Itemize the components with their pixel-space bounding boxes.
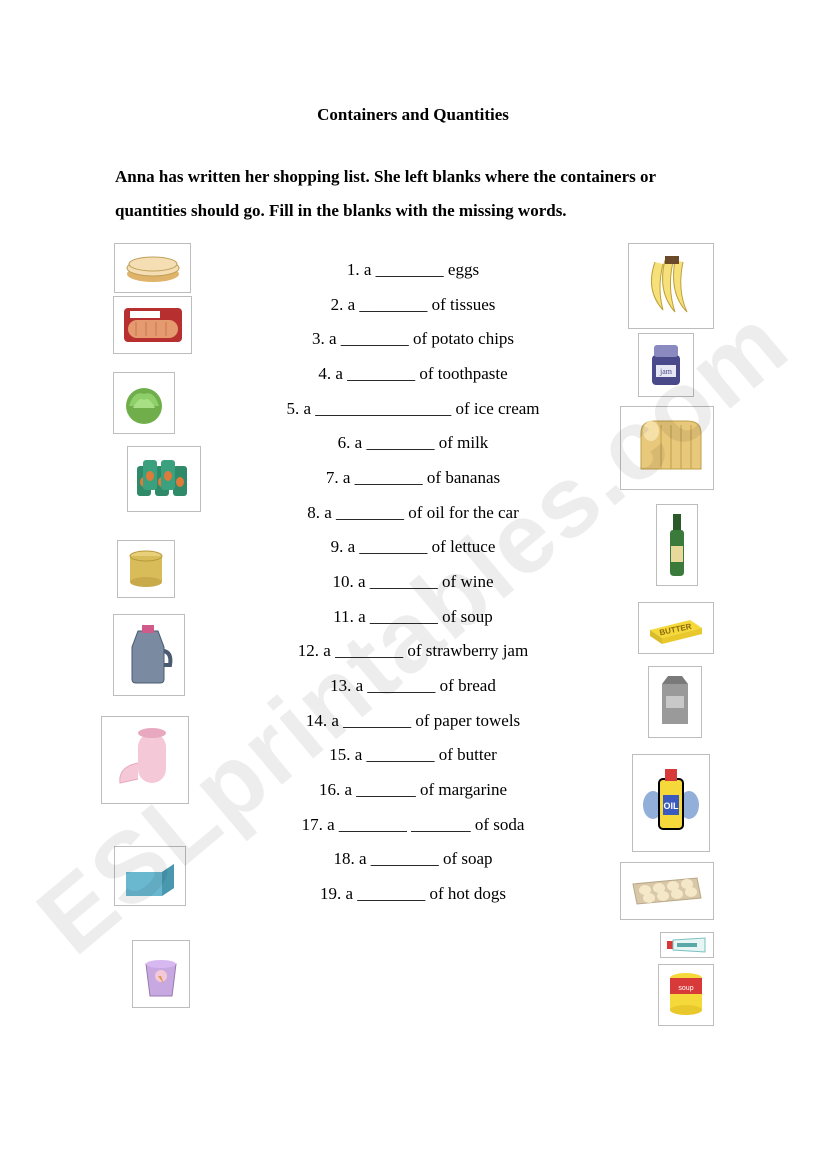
flour-bag-icon — [648, 666, 702, 738]
bread-loaf-icon — [620, 406, 714, 490]
paper-towel-roll-icon — [101, 716, 189, 804]
svg-text:jam: jam — [659, 367, 673, 376]
wine-bottle-icon — [656, 504, 698, 586]
soup-can-icon: soup — [658, 964, 714, 1026]
svg-text:soup: soup — [678, 985, 693, 992]
worksheet-page: ESLprintables.com Containers and Quantit… — [0, 0, 826, 1169]
svg-text:OIL: OIL — [664, 801, 680, 811]
sandwich-icon — [114, 243, 191, 293]
ice-cream-cup-icon — [132, 940, 190, 1008]
worksheet-title: Containers and Quantities — [0, 105, 826, 125]
jam-jar-icon: jam — [638, 333, 694, 397]
list-item: 8. a ________ of oil for the car — [0, 496, 826, 531]
egg-carton-icon — [620, 862, 714, 920]
butter-stick-icon: BUTTER — [638, 602, 714, 654]
oil-bottle-icon: OIL — [632, 754, 710, 852]
can-icon — [117, 540, 175, 598]
lettuce-icon — [113, 372, 175, 434]
toothpaste-icon — [660, 932, 714, 958]
soda-sixpack-icon — [127, 446, 201, 512]
worksheet-instructions: Anna has written her shopping list. She … — [115, 160, 711, 228]
hotdogs-pack-icon — [113, 296, 192, 354]
bananas-icon — [628, 243, 714, 329]
tissue-box-icon — [114, 846, 186, 906]
milk-jug-icon — [113, 614, 185, 696]
